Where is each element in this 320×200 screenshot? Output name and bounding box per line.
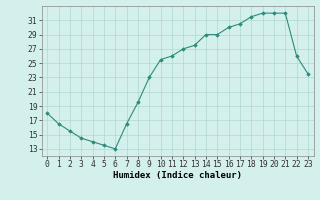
X-axis label: Humidex (Indice chaleur): Humidex (Indice chaleur): [113, 171, 242, 180]
